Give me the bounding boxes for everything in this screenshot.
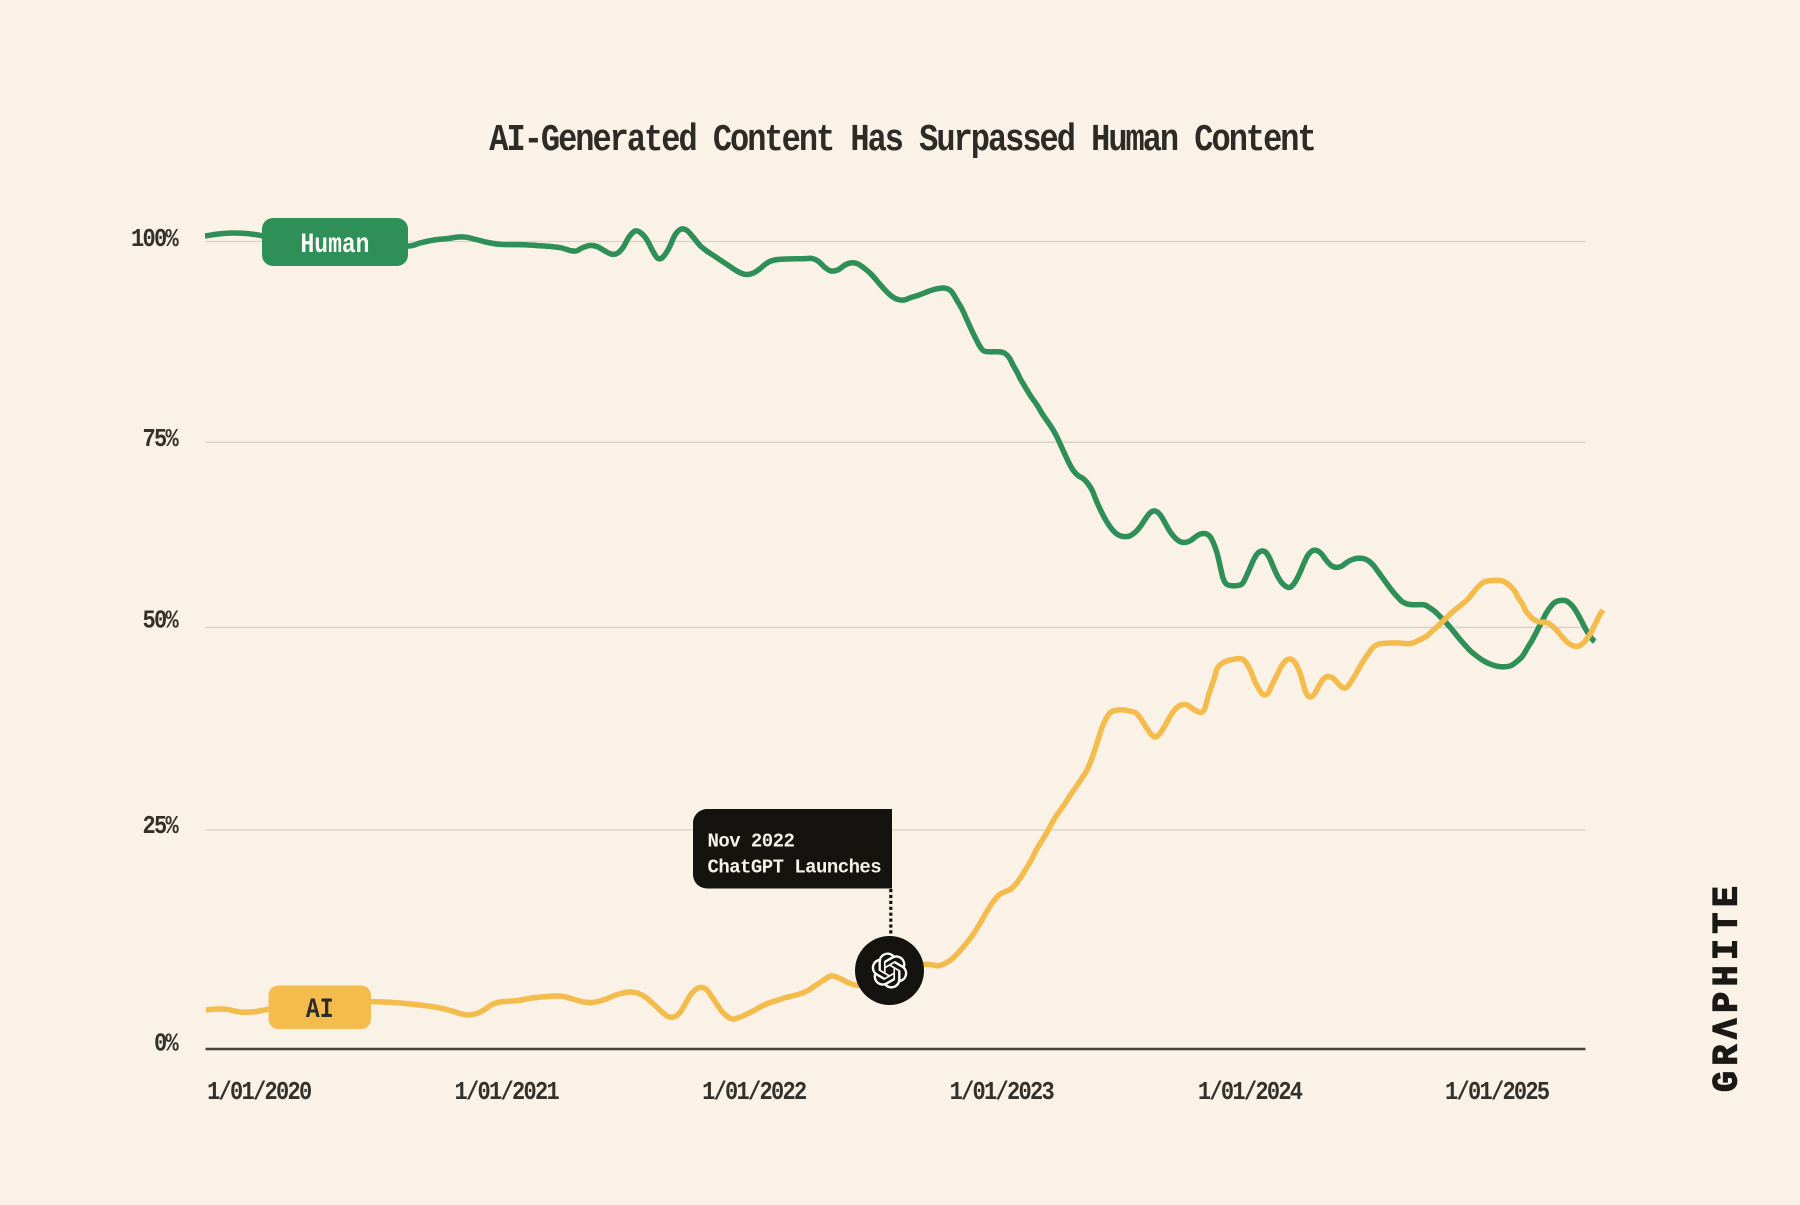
svg-text:75%: 75% <box>143 426 180 455</box>
svg-text:1/01/2020: 1/01/2020 <box>207 1079 312 1108</box>
svg-text:1/01/2023: 1/01/2023 <box>950 1079 1055 1108</box>
svg-text:AI-Generated Content Has Surpa: AI-Generated Content Has Surpassed Human… <box>489 119 1314 162</box>
svg-text:AI: AI <box>306 994 334 1026</box>
svg-text:100%: 100% <box>131 225 179 254</box>
svg-text:GRΛPHITE: GRΛPHITE <box>1708 881 1748 1092</box>
svg-text:1/01/2022: 1/01/2022 <box>702 1079 807 1108</box>
svg-text:Human: Human <box>301 229 370 261</box>
svg-text:ChatGPT Launches: ChatGPT Launches <box>708 857 882 879</box>
svg-text:25%: 25% <box>143 812 180 841</box>
svg-text:0%: 0% <box>154 1030 179 1059</box>
svg-text:1/01/2021: 1/01/2021 <box>455 1079 560 1108</box>
svg-text:1/01/2024: 1/01/2024 <box>1198 1079 1303 1108</box>
svg-text:1/01/2025: 1/01/2025 <box>1445 1079 1550 1108</box>
svg-text:Nov 2022: Nov 2022 <box>708 831 795 853</box>
svg-text:50%: 50% <box>143 607 180 636</box>
